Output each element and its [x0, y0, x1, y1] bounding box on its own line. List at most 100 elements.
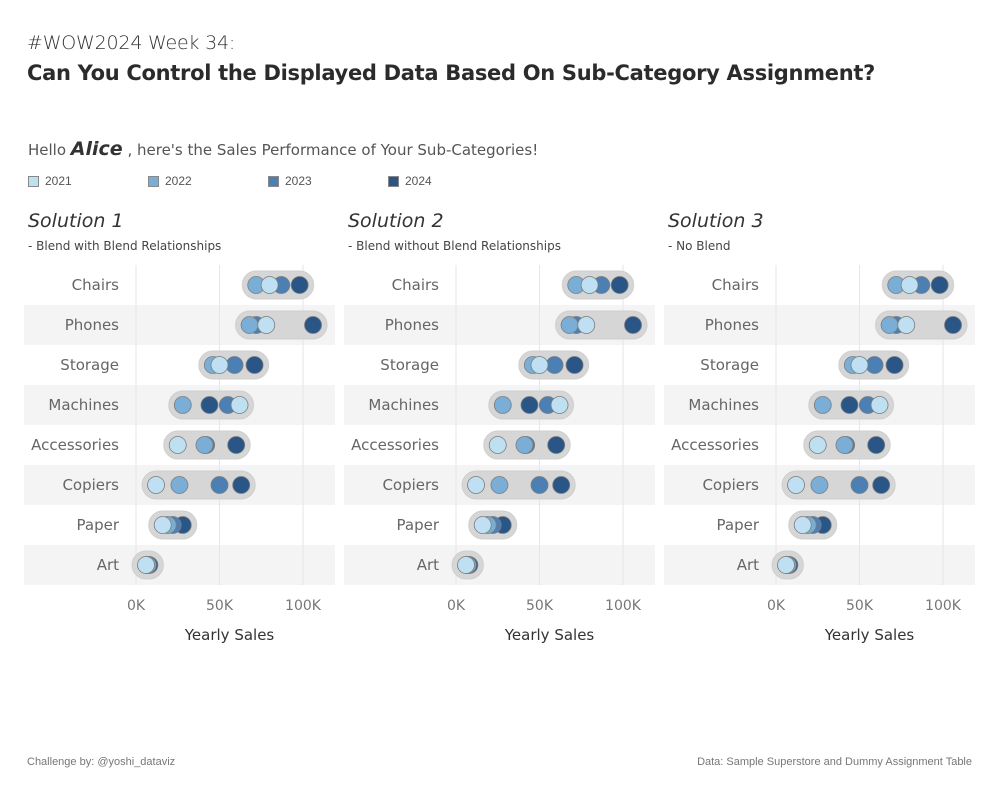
legend-item-2023[interactable]: 2023: [268, 174, 312, 188]
category-label: Copiers: [62, 476, 119, 494]
legend-swatch: [388, 175, 399, 187]
data-point-2022[interactable]: [490, 476, 509, 494]
data-point-2024[interactable]: [930, 276, 949, 294]
data-point-2023[interactable]: [210, 476, 229, 494]
data-point-2023[interactable]: [530, 476, 549, 494]
legend-swatch: [148, 175, 159, 187]
legend-label: 2021: [45, 174, 72, 188]
category-label: Storage: [380, 356, 439, 374]
panel-title: Solution 1: [28, 210, 124, 232]
data-point-2021[interactable]: [257, 316, 276, 334]
data-point-2021[interactable]: [900, 276, 919, 294]
category-label: Paper: [717, 516, 760, 534]
category-label: Copiers: [702, 476, 759, 494]
x-tick-label: 50K: [526, 598, 554, 614]
data-point-2021[interactable]: [210, 356, 229, 374]
data-point-2021[interactable]: [473, 516, 492, 534]
data-point-2021[interactable]: [467, 476, 485, 494]
legend-item-2022[interactable]: 2022: [148, 174, 192, 188]
category-label: Copiers: [382, 476, 439, 494]
category-label: Phones: [65, 316, 119, 334]
data-point-2021[interactable]: [808, 436, 827, 454]
dot-plot-chart[interactable]: 0K 50K 100K Yearly Sales Chairs Phones Storage…: [24, 210, 344, 650]
x-axis-title: Yearly Sales: [504, 626, 595, 644]
data-point-2024[interactable]: [232, 476, 251, 494]
data-point-2021[interactable]: [787, 476, 805, 494]
data-point-2024[interactable]: [245, 356, 264, 374]
data-point-2021[interactable]: [793, 516, 812, 534]
x-tick-label: 0K: [127, 598, 146, 614]
data-point-2024[interactable]: [565, 356, 584, 374]
legend-swatch: [28, 175, 39, 187]
data-point-2024[interactable]: [200, 396, 219, 414]
data-point-2024[interactable]: [552, 476, 571, 494]
data-point-2021[interactable]: [147, 476, 165, 494]
data-point-2024[interactable]: [290, 276, 309, 294]
data-point-2021[interactable]: [137, 556, 155, 574]
data-point-2022[interactable]: [173, 396, 192, 414]
category-label: Accessories: [351, 436, 439, 454]
footer-credit: Challenge by: @yoshi_dataviz: [27, 756, 176, 768]
chart-panel-solution-1: 0K 50K 100K Yearly Sales Chairs Phones Storage…: [24, 210, 344, 650]
data-point-2024[interactable]: [885, 356, 904, 374]
data-point-2021[interactable]: [488, 436, 507, 454]
data-point-2021[interactable]: [897, 316, 916, 334]
data-point-2023[interactable]: [865, 356, 884, 374]
category-label: Accessories: [31, 436, 119, 454]
row-band: [664, 545, 975, 585]
category-label: Machines: [368, 396, 439, 414]
data-point-2024[interactable]: [944, 316, 962, 334]
legend-item-2021[interactable]: 2021: [28, 174, 72, 188]
data-point-2021[interactable]: [850, 356, 869, 374]
data-point-2022[interactable]: [195, 436, 214, 454]
chart-panel-solution-3: 0K 50K 100K Yearly Sales Chairs Phones Storage…: [664, 210, 984, 650]
data-point-2024[interactable]: [624, 316, 642, 334]
category-label: Chairs: [72, 276, 120, 294]
data-point-2021[interactable]: [870, 396, 889, 414]
data-point-2024[interactable]: [867, 436, 886, 454]
data-point-2021[interactable]: [577, 316, 596, 334]
data-point-2023[interactable]: [850, 476, 869, 494]
data-point-2022[interactable]: [515, 436, 534, 454]
range-capsule: [141, 470, 256, 500]
data-point-2024[interactable]: [547, 436, 566, 454]
data-point-2022[interactable]: [493, 396, 512, 414]
category-label: Chairs: [392, 276, 440, 294]
range-capsule: [781, 470, 896, 500]
data-point-2021[interactable]: [230, 396, 249, 414]
data-point-2024[interactable]: [227, 436, 246, 454]
data-point-2021[interactable]: [260, 276, 279, 294]
data-point-2021[interactable]: [777, 556, 795, 574]
data-point-2024[interactable]: [840, 396, 859, 414]
data-point-2022[interactable]: [835, 436, 854, 454]
data-point-2022[interactable]: [560, 316, 579, 334]
data-point-2024[interactable]: [304, 316, 322, 334]
greeting-prefix: Hello: [28, 141, 71, 159]
data-point-2024[interactable]: [520, 396, 539, 414]
dot-plot-chart[interactable]: 0K 50K 100K Yearly Sales Chairs Phones Storage…: [664, 210, 984, 650]
data-point-2023[interactable]: [225, 356, 244, 374]
panel-subtitle: - No Blend: [668, 239, 731, 253]
data-point-2022[interactable]: [813, 396, 832, 414]
data-point-2021[interactable]: [168, 436, 187, 454]
data-point-2024[interactable]: [872, 476, 891, 494]
data-point-2022[interactable]: [810, 476, 829, 494]
footer-data-source: Data: Sample Superstore and Dummy Assign…: [697, 756, 972, 768]
category-label: Art: [97, 556, 119, 574]
data-point-2024[interactable]: [610, 276, 629, 294]
x-tick-label: 100K: [605, 598, 642, 614]
data-point-2023[interactable]: [545, 356, 564, 374]
legend-item-2024[interactable]: 2024: [388, 174, 432, 188]
data-point-2022[interactable]: [170, 476, 189, 494]
data-point-2021[interactable]: [580, 276, 599, 294]
data-point-2021[interactable]: [457, 556, 475, 574]
data-point-2022[interactable]: [880, 316, 899, 334]
data-point-2021[interactable]: [530, 356, 549, 374]
data-point-2022[interactable]: [240, 316, 259, 334]
category-label: Chairs: [712, 276, 760, 294]
data-point-2021[interactable]: [153, 516, 172, 534]
dot-plot-chart[interactable]: 0K 50K 100K Yearly Sales Chairs Phones Storage…: [344, 210, 664, 650]
panel-subtitle: - Blend with Blend Relationships: [28, 239, 222, 253]
greeting: Hello Alice , here's the Sales Performan…: [28, 138, 538, 160]
data-point-2021[interactable]: [550, 396, 569, 414]
